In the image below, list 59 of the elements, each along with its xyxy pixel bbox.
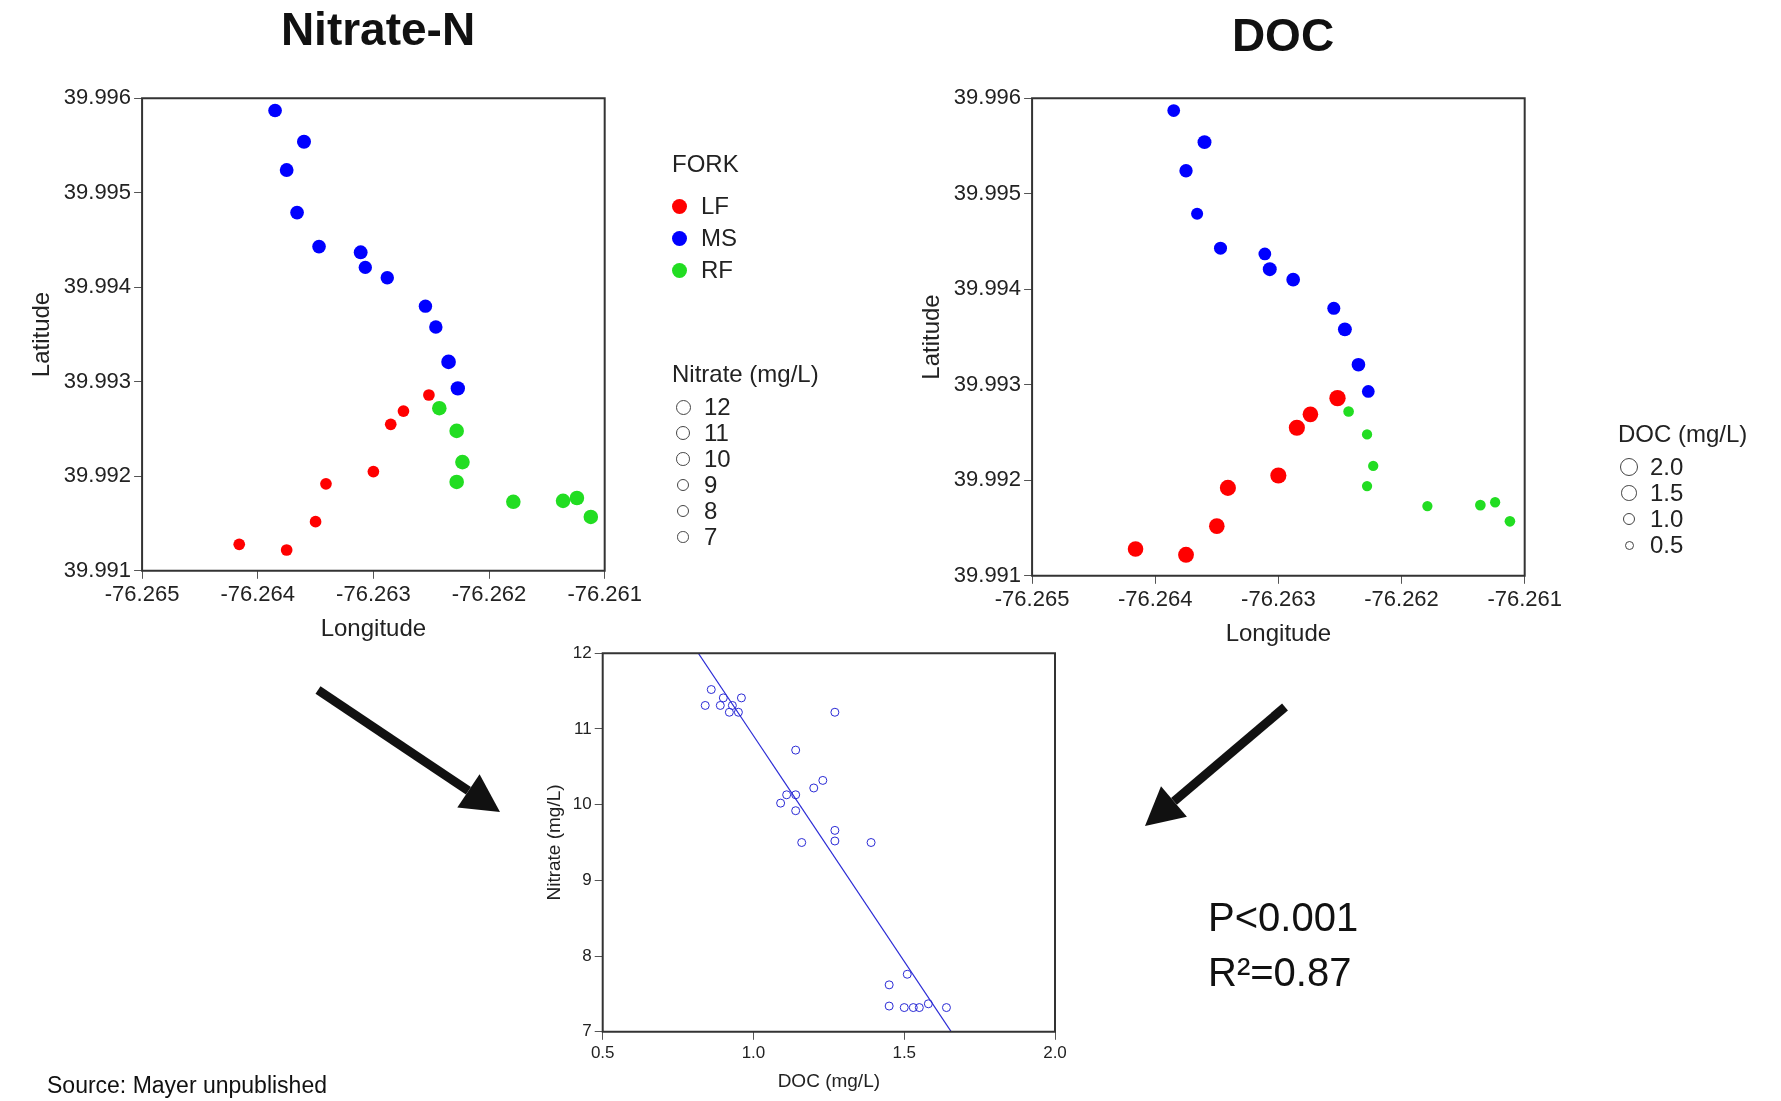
legend-label: 10 [704, 445, 731, 473]
y-tick-label: 39.992 [953, 466, 1022, 492]
y-tick-label: 11 [574, 718, 592, 738]
x-axis-title: DOC (mg/L) [777, 1069, 881, 1091]
y-axis-title: Latitude [917, 294, 945, 380]
legend-label: 9 [704, 471, 718, 499]
chart-title: DOC [1230, 8, 1336, 62]
legend-label: 1.5 [1650, 479, 1684, 507]
legend-label: 2.0 [1650, 453, 1684, 481]
legend-title: FORK [672, 150, 739, 178]
y-tick-label: 39.994 [953, 275, 1022, 301]
chart-title: Nitrate-N [279, 2, 477, 56]
y-tick-label: 9 [582, 870, 592, 890]
y-tick-label: 39.996 [953, 84, 1022, 110]
legend-label: 7 [704, 523, 718, 551]
x-tick-label: -76.263 [336, 581, 411, 607]
legend-label: 1.0 [1650, 505, 1684, 533]
y-tick-label: 10 [572, 794, 592, 814]
x-tick-label: 1.0 [741, 1042, 766, 1062]
x-tick-label: 0.5 [590, 1042, 615, 1062]
x-tick-label: -76.264 [1117, 586, 1193, 612]
x-tick-label: -76.262 [1364, 586, 1439, 612]
x-tick-label: -76.265 [994, 586, 1070, 612]
legend-label: LF [701, 192, 730, 220]
text: Nitrate (mg/L) [672, 360, 819, 388]
y-tick-label: 12 [572, 642, 592, 662]
y-tick-label: 7 [582, 1021, 592, 1041]
text: P<0.001 [1208, 895, 1359, 940]
y-tick-label: 39.996 [63, 84, 132, 110]
x-tick-label: -76.265 [104, 581, 180, 607]
y-tick-label: 39.993 [953, 370, 1022, 396]
x-axis-title: Longitude [1225, 619, 1332, 647]
x-tick-label: -76.262 [451, 581, 527, 607]
x-tick-label: 2.0 [1043, 1042, 1067, 1062]
legend-label: 8 [704, 497, 718, 525]
x-tick-label: -76.261 [1487, 586, 1562, 612]
legend-title: DOC (mg/L) [1618, 420, 1748, 448]
y-tick-label: 39.992 [63, 462, 132, 488]
x-axis-title: Longitude [320, 614, 427, 642]
y-tick-label: 39.994 [63, 273, 132, 299]
y-axis-title: Nitrate (mg/L) [542, 784, 564, 901]
y-tick-label: 39.995 [953, 179, 1022, 205]
y-axis-title: Latitude [27, 291, 55, 378]
y-tick-label: 39.991 [63, 556, 132, 582]
legend-label: 12 [704, 393, 731, 421]
legend-label: 0.5 [1650, 531, 1684, 559]
text: R²=0.87 [1208, 950, 1352, 995]
x-tick-label: -76.263 [1241, 586, 1316, 612]
x-tick-label: -76.264 [220, 581, 296, 607]
y-tick-label: 39.993 [63, 367, 132, 393]
y-tick-label: 8 [582, 945, 592, 965]
x-tick-label: 1.5 [892, 1042, 917, 1062]
y-tick-label: 39.991 [953, 561, 1022, 587]
y-tick-label: 39.995 [63, 178, 132, 204]
legend-label: RF [701, 256, 733, 284]
x-tick-label: -76.261 [567, 581, 642, 607]
source-note: Source: Mayer unpublished [47, 1072, 327, 1099]
legend-label: MS [701, 224, 737, 252]
legend-label: 11 [704, 419, 729, 447]
